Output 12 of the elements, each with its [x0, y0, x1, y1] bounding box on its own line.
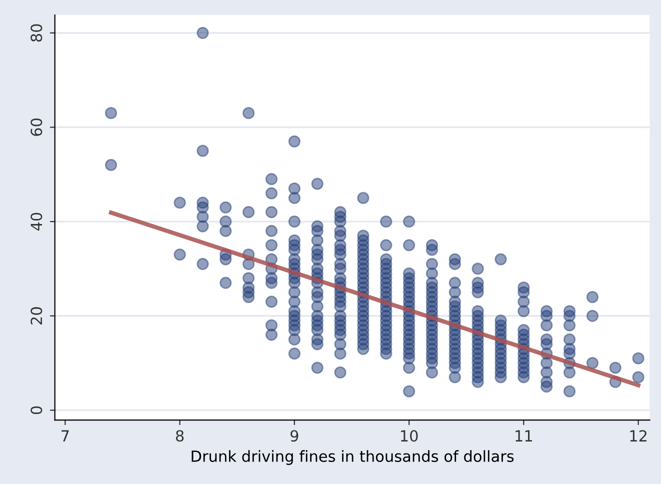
y-tick-label: 80 [30, 24, 42, 42]
x-tick-label: 7 [62, 430, 69, 442]
x-tick-label: 11 [516, 430, 532, 442]
x-tick-label: 8 [176, 430, 184, 442]
x-tick-label: 10 [401, 430, 418, 442]
y-tick-label: 60 [30, 118, 42, 136]
y-tick-label: 0 [30, 406, 42, 414]
x-tick-label: 9 [290, 430, 298, 442]
x-axis-title: Drunk driving fines in thousands of dollars [192, 450, 514, 465]
y-tick-label: 40 [30, 212, 42, 231]
y-tick-label: 20 [30, 307, 42, 324]
x-tick-label: 12 [630, 430, 646, 442]
